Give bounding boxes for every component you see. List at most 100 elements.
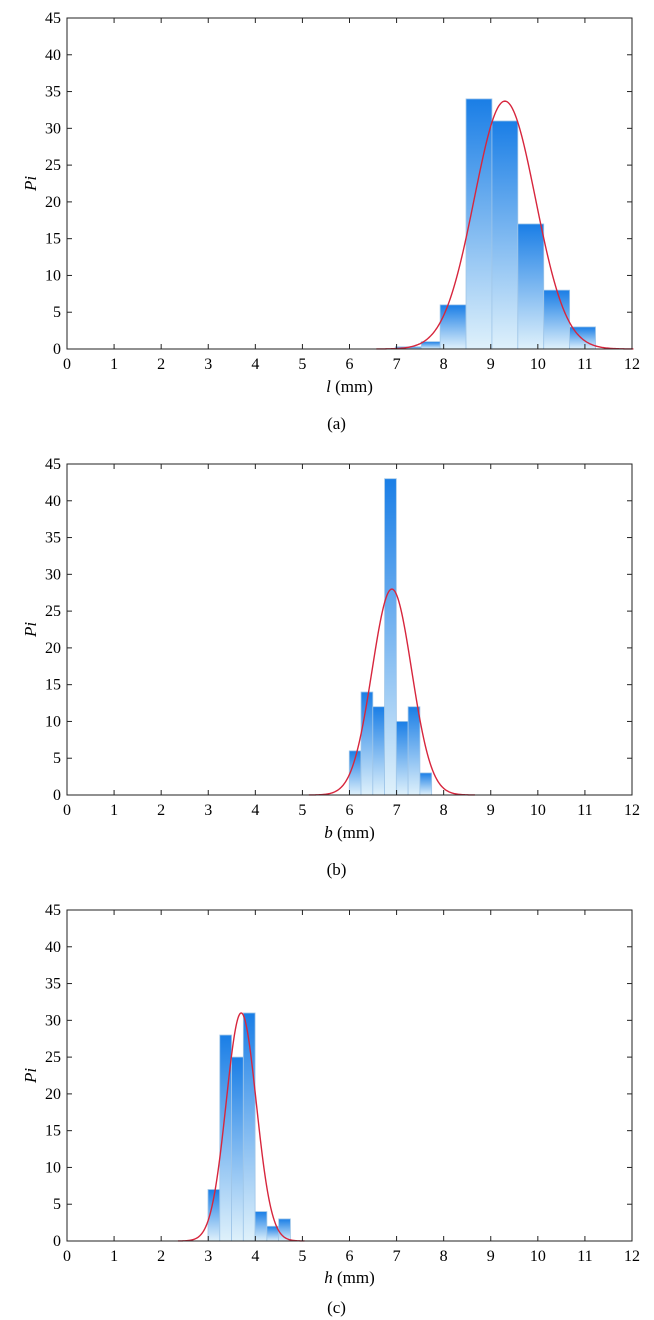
x-tick-label: 3 [204, 356, 212, 373]
x-tick-label: 12 [624, 356, 640, 373]
y-axis-label: Pi [21, 176, 40, 192]
normal-fit-curve [177, 1012, 305, 1242]
x-tick-label: 9 [487, 802, 495, 819]
x-tick-label: 1 [110, 1248, 118, 1265]
y-tick-label: 15 [45, 677, 61, 694]
y-tick-label: 5 [53, 1196, 61, 1213]
x-axis-unit: (mm) [331, 377, 373, 396]
y-tick-label: 5 [53, 304, 61, 321]
y-tick-label: 20 [45, 1086, 61, 1103]
y-tick-label: 45 [45, 10, 61, 27]
x-tick-label: 1 [110, 356, 118, 373]
histogram-bar [517, 223, 545, 350]
x-tick-label: 4 [251, 356, 259, 373]
normal-fit-curve [308, 588, 475, 796]
y-tick-label: 20 [45, 640, 61, 657]
normal-fit-curve [376, 100, 634, 350]
panel-caption: (a) [327, 414, 346, 433]
y-tick-label: 15 [45, 231, 61, 248]
x-axis-variable: l [326, 377, 331, 396]
x-tick-label: 10 [530, 356, 546, 373]
y-tick-label: 45 [45, 456, 61, 473]
y-tick-label: 35 [45, 976, 61, 993]
y-tick-label: 20 [45, 194, 61, 211]
x-tick-label: 11 [577, 802, 592, 819]
y-tick-label: 40 [45, 939, 61, 956]
y-tick-label: 35 [45, 530, 61, 547]
y-tick-label: 30 [45, 1012, 61, 1029]
plot-frame [66, 909, 633, 1242]
histogram-bar [419, 772, 433, 796]
x-tick-label: 2 [157, 356, 165, 373]
y-tick-label: 10 [45, 267, 61, 284]
x-tick-label: 6 [346, 802, 354, 819]
histogram-bar [395, 721, 409, 796]
y-tick-label: 30 [45, 566, 61, 583]
x-tick-label: 4 [251, 802, 259, 819]
y-tick-label: 0 [53, 341, 61, 358]
x-tick-label: 1 [110, 802, 118, 819]
x-tick-label: 5 [298, 802, 306, 819]
x-tick-label: 9 [487, 356, 495, 373]
histogram-bar [465, 98, 493, 350]
x-tick-label: 5 [298, 1248, 306, 1265]
x-tick-label: 3 [204, 802, 212, 819]
x-tick-label: 8 [440, 802, 448, 819]
x-tick-label: 7 [393, 802, 401, 819]
y-axis-label: Pi [21, 1068, 40, 1084]
x-axis-unit: (mm) [333, 823, 375, 842]
x-tick-label: 12 [624, 802, 640, 819]
histogram-bar [491, 120, 519, 350]
x-tick-label: 2 [157, 1248, 165, 1265]
x-tick-label: 10 [530, 1248, 546, 1265]
histogram-bar [384, 478, 397, 796]
histogram-bar [254, 1211, 268, 1242]
x-axis-unit: (mm) [333, 1268, 375, 1287]
histogram-bar [407, 706, 421, 796]
x-axis-label: h (mm) [324, 1268, 375, 1287]
histogram-bar [569, 326, 596, 350]
y-tick-label: 30 [45, 120, 61, 137]
plot-frame [66, 463, 633, 796]
x-tick-label: 7 [393, 1248, 401, 1265]
x-tick-label: 8 [440, 1248, 448, 1265]
x-tick-label: 0 [63, 802, 71, 819]
x-tick-label: 11 [577, 356, 592, 373]
x-tick-label: 6 [346, 356, 354, 373]
x-tick-label: 8 [440, 356, 448, 373]
x-tick-label: 9 [487, 1248, 495, 1265]
y-tick-label: 5 [53, 750, 61, 767]
x-axis-label: l (mm) [326, 377, 373, 396]
x-axis-label: b (mm) [324, 823, 375, 842]
histogram-bar [439, 304, 467, 350]
histogram-bar [543, 289, 571, 350]
y-axis-label: Pi [21, 622, 40, 638]
y-tick-label: 15 [45, 1123, 61, 1140]
x-tick-label: 0 [63, 1248, 71, 1265]
y-tick-label: 45 [45, 902, 61, 919]
x-tick-label: 10 [530, 802, 546, 819]
histogram-bar [360, 691, 374, 796]
x-tick-label: 2 [157, 802, 165, 819]
y-tick-label: 25 [45, 1049, 61, 1066]
x-tick-label: 0 [63, 356, 71, 373]
y-tick-label: 25 [45, 157, 61, 174]
x-tick-label: 6 [346, 1248, 354, 1265]
histogram-bar [372, 706, 385, 796]
x-tick-label: 7 [393, 356, 401, 373]
x-axis-variable: h [324, 1268, 333, 1287]
x-tick-label: 12 [624, 1248, 640, 1265]
y-tick-label: 25 [45, 603, 61, 620]
x-tick-label: 11 [577, 1248, 592, 1265]
y-tick-label: 0 [53, 1233, 61, 1250]
panel-caption: (c) [327, 1298, 346, 1317]
x-tick-label: 3 [204, 1248, 212, 1265]
x-axis-variable: b [324, 823, 333, 842]
panel-caption: (b) [327, 860, 347, 879]
y-tick-label: 10 [45, 1159, 61, 1176]
histogram-bar [231, 1056, 244, 1242]
